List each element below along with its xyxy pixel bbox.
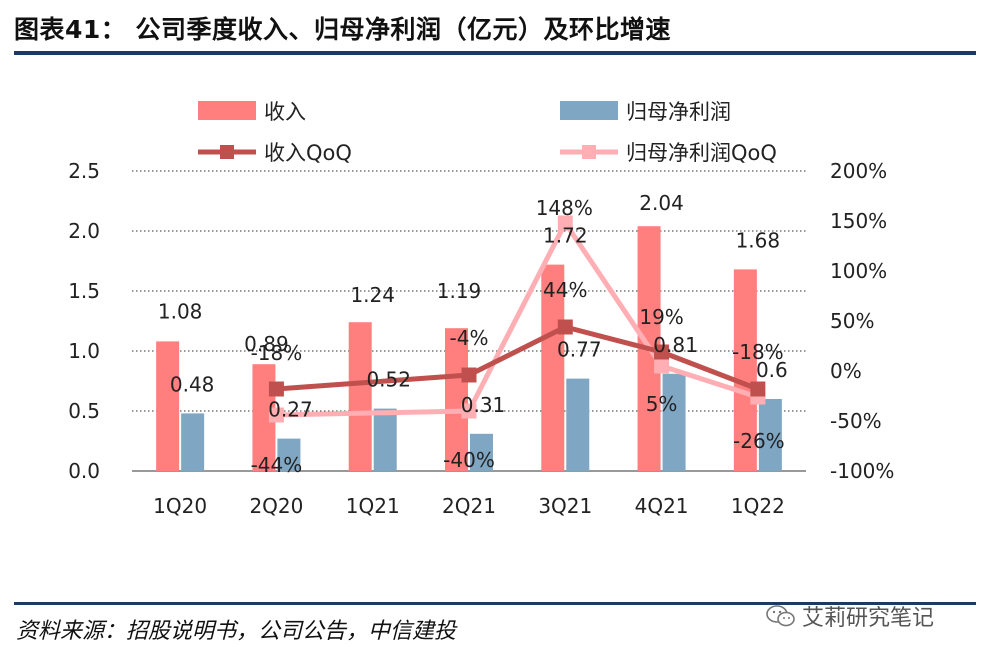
profit-label: 0.52 (366, 368, 411, 392)
profit-bar (662, 373, 686, 471)
x-tick-label: 3Q21 (538, 494, 592, 518)
profit-bar (566, 378, 590, 471)
y-right-tick: 200% (830, 159, 887, 183)
wechat-icon (766, 605, 795, 627)
profit-qoq-label: 5% (646, 392, 678, 416)
profit-bar (373, 408, 397, 471)
profit-qoq-label: 148% (536, 196, 593, 220)
legend-marker-profit-qoq (582, 145, 596, 159)
profit-bar (758, 399, 782, 471)
left-axis: 0.0 0.5 1.0 1.5 2.0 2.5 (68, 159, 100, 483)
y-right-tick: 100% (830, 259, 887, 283)
revenue-qoq-point (268, 381, 284, 397)
source-note: 资料来源：招股说明书，公司公告，中信建投 (16, 619, 457, 644)
revenue-bar (348, 322, 372, 471)
chart: 0.0 0.5 1.0 1.5 2.0 2.5 -100% -50% 0% 50% 100% 150… (68, 100, 894, 518)
revenue-qoq-point (557, 319, 573, 335)
revenue-label: 2.04 (639, 191, 684, 215)
revenue-qoq-point (461, 367, 477, 383)
bottom-rule (14, 602, 976, 605)
revenue-qoq-point (654, 344, 670, 360)
x-tick-label: 1Q21 (346, 494, 400, 518)
profit-label: 0.48 (170, 372, 215, 396)
x-tick-label: 2Q20 (249, 494, 303, 518)
x-tick-label: 4Q21 (635, 494, 689, 518)
legend-marker-revenue-qoq (220, 145, 234, 159)
revenue-bar (156, 341, 180, 471)
profit-qoq-point (461, 403, 477, 419)
watermark-text: 艾莉研究笔记 (802, 606, 935, 631)
y-left-tick: 0.0 (68, 459, 100, 483)
profit-qoq-label: -44% (251, 453, 303, 477)
legend-label-revenue-qoq: 收入QoQ (264, 141, 352, 165)
revenue-qoq-label: -18% (732, 340, 784, 364)
right-axis: -100% -50% 0% 50% 100% 150% 200% (830, 159, 894, 483)
revenue-qoq-label: -18% (251, 341, 303, 365)
y-right-tick: 150% (830, 209, 887, 233)
x-axis: 1Q20 2Q20 1Q21 2Q21 3Q21 4Q21 1Q22 (153, 494, 785, 518)
revenue-label: 1.24 (350, 283, 395, 307)
profit-label: 0.77 (557, 338, 602, 362)
y-left-tick: 2.5 (68, 159, 100, 183)
qoq-lines (268, 215, 766, 423)
revenue-label: 1.08 (158, 299, 203, 323)
revenue-bar (733, 269, 757, 471)
revenue-label: 1.19 (437, 279, 482, 303)
top-rule (14, 51, 976, 55)
watermark: 艾莉研究笔记 (766, 600, 934, 632)
revenue-qoq-label: 19% (639, 305, 683, 329)
legend-swatch-revenue (198, 101, 256, 120)
x-tick-label: 2Q21 (442, 494, 496, 518)
revenue-label: 1.72 (543, 224, 588, 248)
y-right-tick: -100% (830, 459, 894, 483)
revenue-bar (445, 328, 468, 471)
profit-qoq-point (557, 215, 573, 231)
profit-label: 0.27 (268, 398, 313, 422)
revenue-qoq-point (750, 381, 766, 397)
revenue-label: 1.68 (736, 228, 781, 252)
revenue-qoq-label: 44% (543, 278, 587, 302)
x-tick-label: 1Q20 (153, 494, 207, 518)
profit-label: 0.31 (461, 393, 506, 417)
profit-bar (277, 438, 301, 471)
profit-bar (181, 413, 205, 471)
y-left-tick: 1.5 (68, 279, 100, 303)
y-right-tick: -50% (830, 409, 882, 433)
profit-label: 0.6 (756, 358, 788, 382)
legend-label-revenue: 收入 (264, 100, 306, 124)
y-left-tick: 1.0 (68, 339, 100, 363)
profit-qoq-point (268, 407, 284, 423)
profit-qoq-label: -40% (443, 448, 495, 472)
y-right-tick: 50% (830, 309, 874, 333)
profit-label: 0.81 (653, 333, 698, 357)
profit-bar (470, 433, 493, 471)
profit-qoq-label: -26% (733, 429, 785, 453)
y-left-tick: 0.5 (68, 399, 100, 423)
data-labels: 1.08 0.89 1.24 1.19 1.72 2.04 1.68 0.48 0.27 0.52… (158, 191, 788, 477)
profit-qoq-point (654, 358, 670, 374)
gridlines (132, 170, 806, 472)
legend-swatch-profit (560, 101, 618, 120)
revenue-qoq-label: -4% (450, 326, 489, 350)
legend-label-profit-qoq: 归母净利润QoQ (626, 141, 777, 165)
revenue-label: 0.89 (244, 332, 289, 356)
x-tick-label: 1Q22 (731, 494, 785, 518)
chart-title: 图表41： 公司季度收入、归母净利润（亿元）及环比增速 (14, 15, 671, 44)
y-right-tick: 0% (830, 359, 862, 383)
y-left-tick: 2.0 (68, 219, 100, 243)
legend-label-profit: 归母净利润 (626, 100, 731, 124)
revenue-bar (541, 264, 565, 471)
